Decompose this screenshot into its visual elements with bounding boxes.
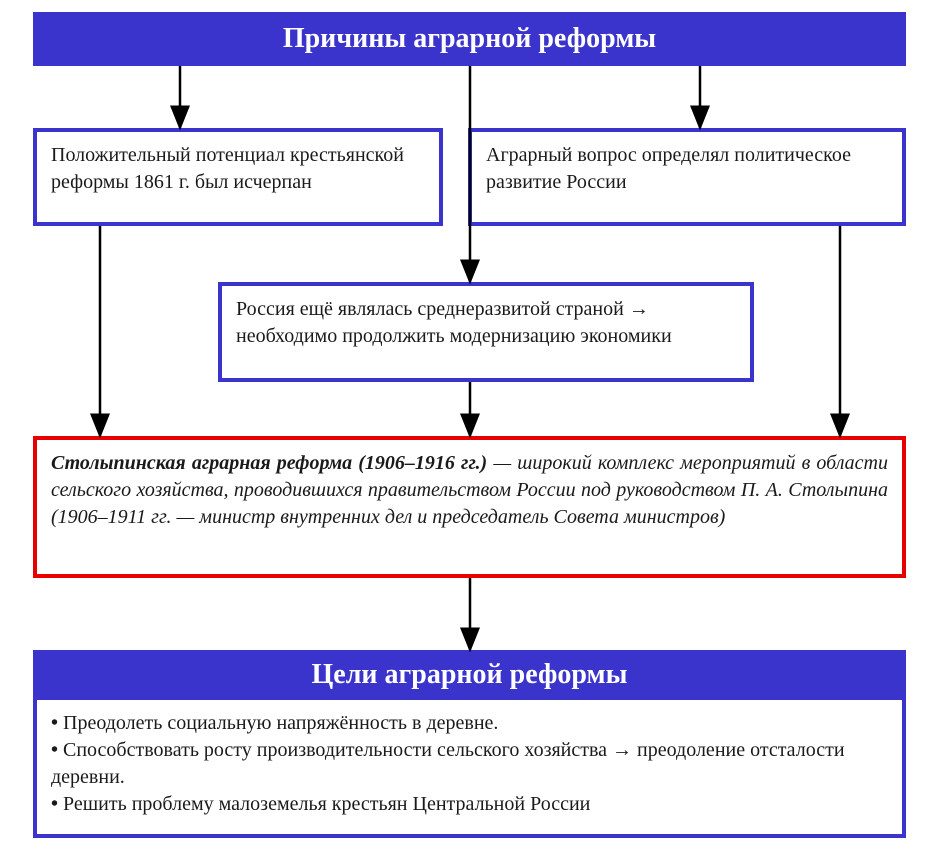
goal-item: Решить проблему малоземелья крестьян Цен… (51, 791, 888, 818)
header-goals-text: Цели аграрной реформы (312, 659, 628, 691)
goals-list: Преодолеть социальную напряжённость в де… (51, 710, 888, 818)
cause-middle-box: Россия ещё являлась среднеразвитой стран… (218, 282, 754, 382)
definition-box: Столыпинская аграрная реформа (1906–1916… (33, 436, 906, 578)
goals-box: Преодолеть социальную напряжённость в де… (33, 700, 906, 838)
header-causes-text: Причины аграрной реформы (283, 23, 656, 55)
cause-right-text: Аграрный вопрос определял политическое р… (486, 144, 851, 193)
goal-item: Преодолеть социальную напряжённость в де… (51, 710, 888, 737)
definition-title: Столыпинская аграрная реформа (1906–1916… (51, 452, 487, 474)
cause-left-text: Положительный потенциал крестьянской реф… (51, 144, 404, 193)
cause-middle-text: Россия ещё являлась среднеразвитой стран… (236, 298, 672, 347)
cause-left-box: Положительный потенциал крестьянской реф… (33, 128, 443, 226)
cause-right-box: Аграрный вопрос определял политическое р… (468, 128, 906, 226)
goal-item: Способствовать росту производительности … (51, 737, 888, 791)
header-causes: Причины аграрной реформы (33, 12, 906, 66)
header-goals: Цели аграрной реформы (33, 650, 906, 700)
